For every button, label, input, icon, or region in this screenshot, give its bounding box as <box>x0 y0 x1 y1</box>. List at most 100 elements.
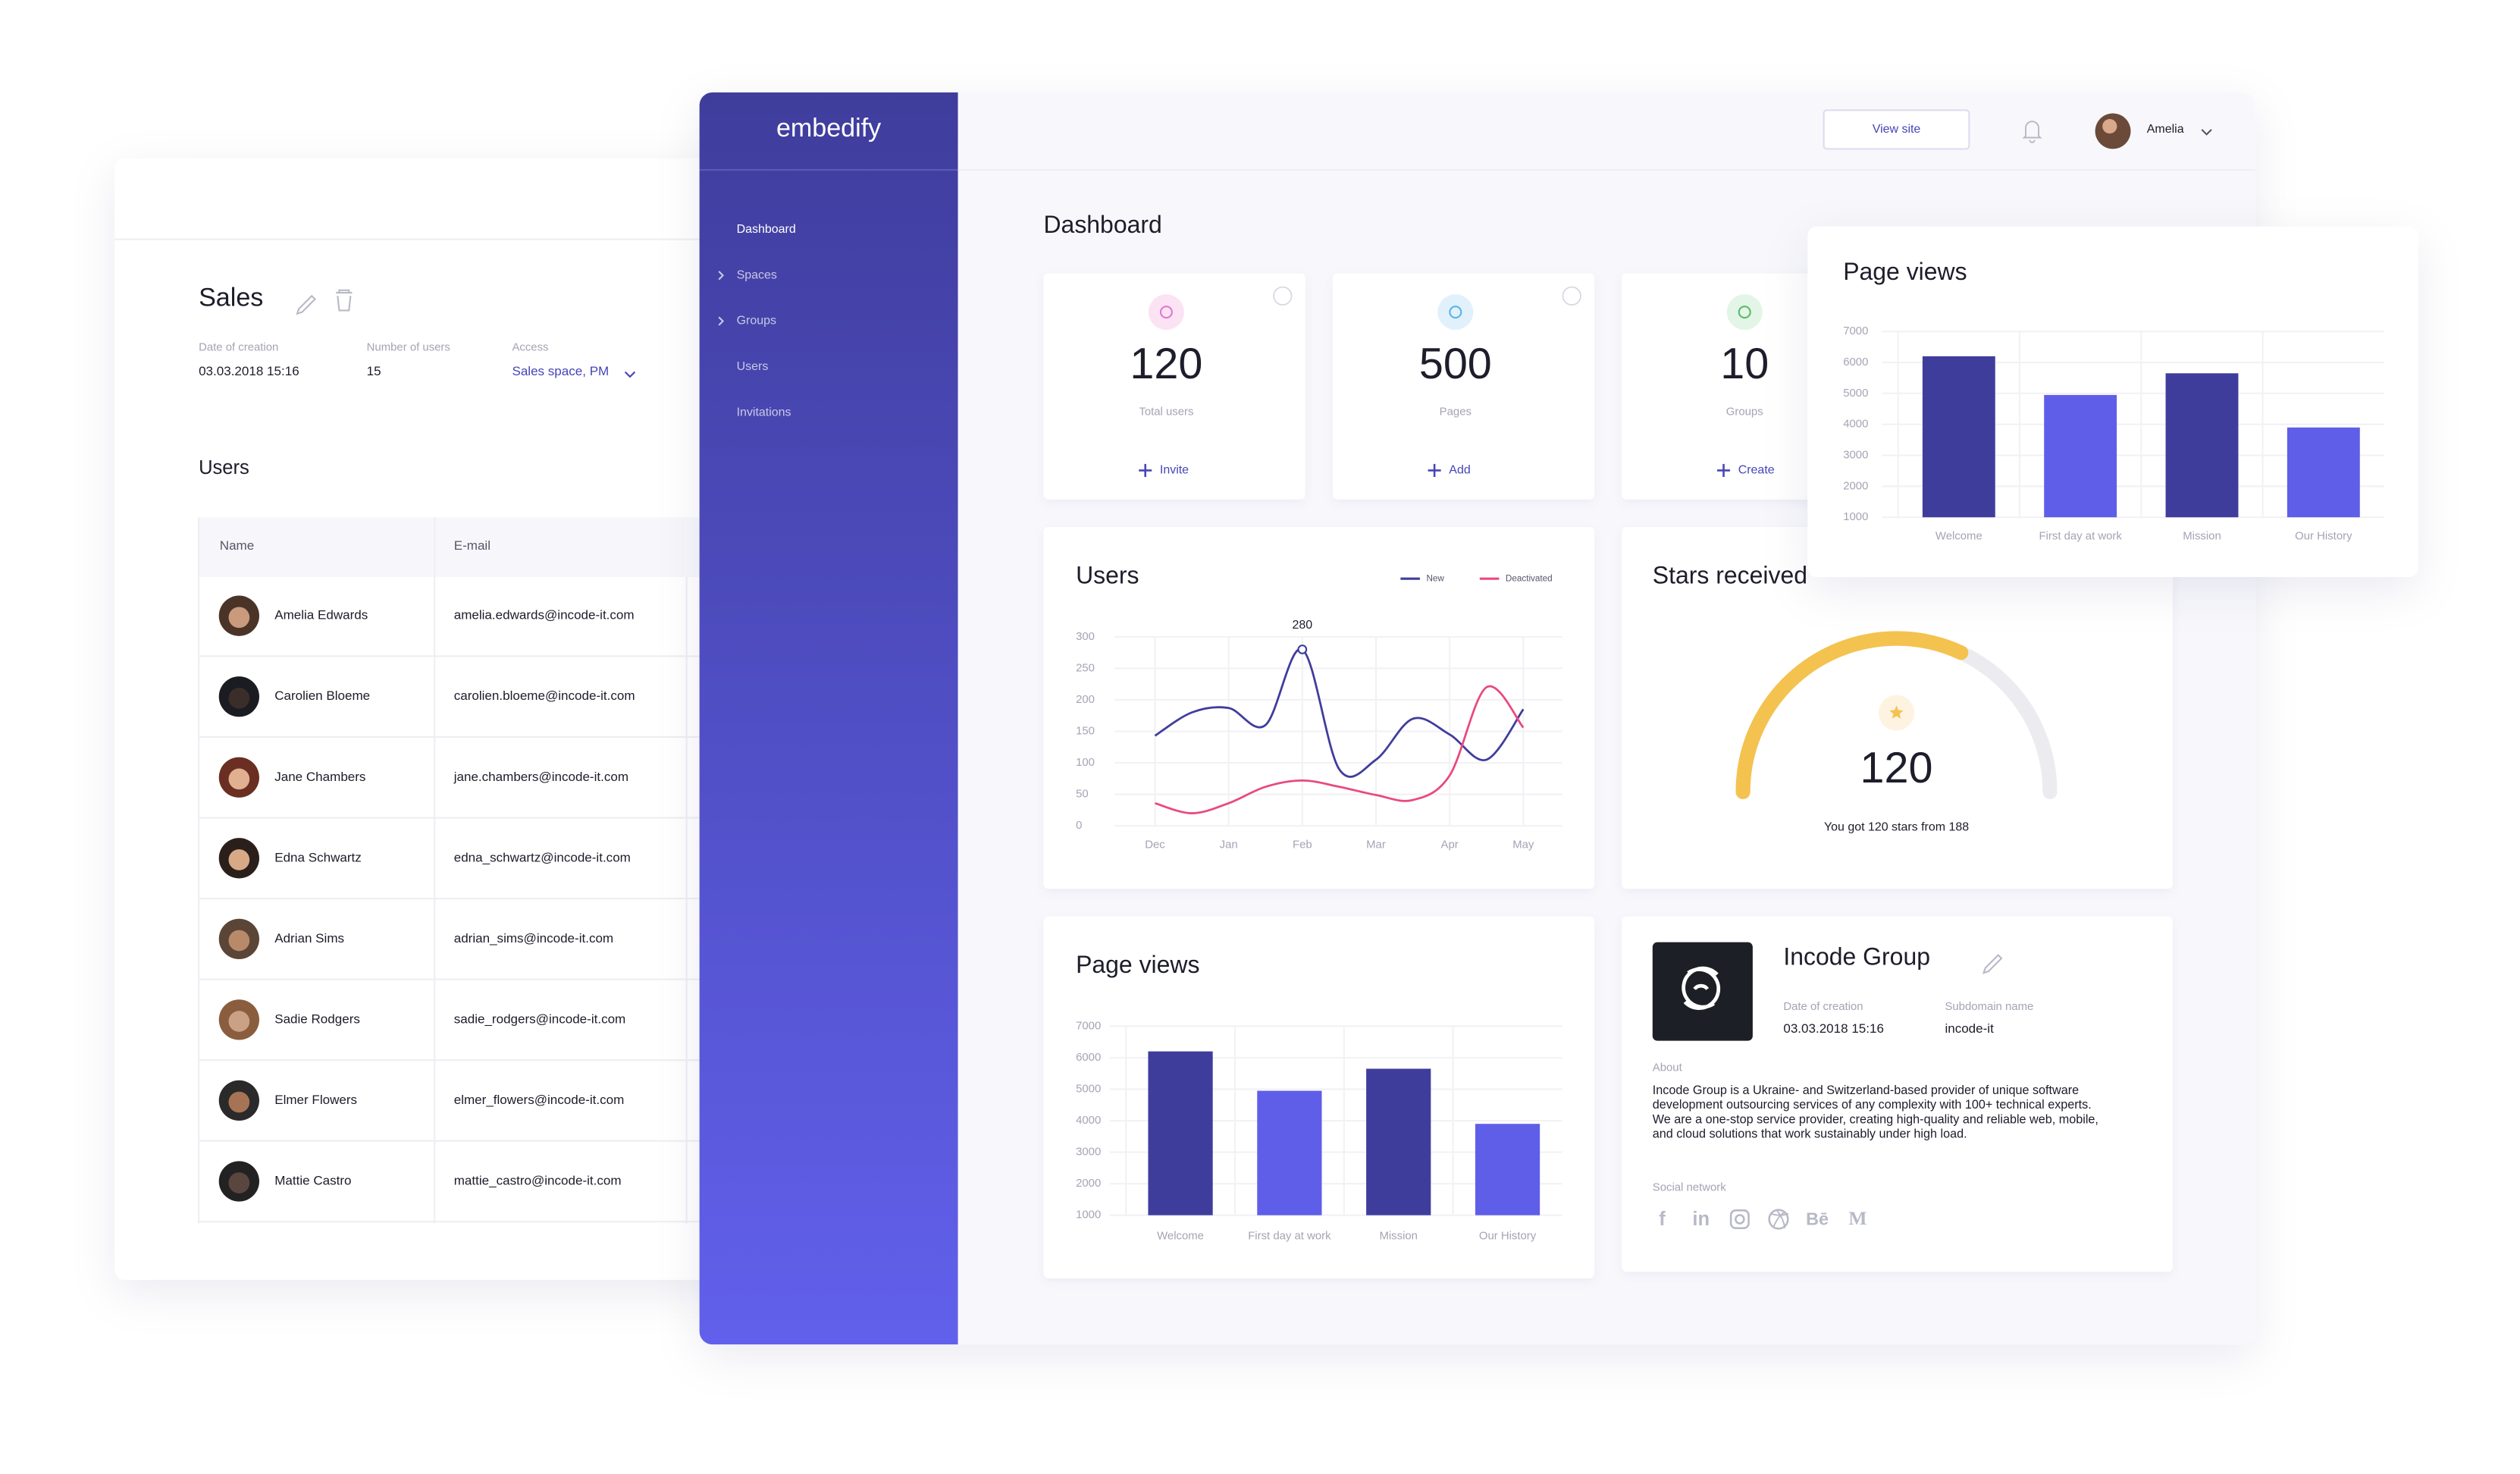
edit-icon[interactable] <box>296 294 317 315</box>
user-email: jane.chambers@incode-it.com <box>453 770 628 784</box>
plus-icon[interactable] <box>1428 463 1441 477</box>
user-email: carolien.bloeme@incode-it.com <box>454 688 635 703</box>
avatar-face <box>228 607 250 629</box>
field-value: 15 <box>367 364 381 378</box>
field-value: incode-it <box>1945 1021 1994 1036</box>
panel <box>114 158 761 1280</box>
avatar-face <box>228 1011 250 1032</box>
field-label: Number of users <box>367 341 450 353</box>
bar <box>1148 1051 1213 1215</box>
stat-action[interactable]: Create <box>1738 464 1775 477</box>
plus-icon[interactable] <box>1717 463 1731 477</box>
logo-mark <box>1682 966 1721 1011</box>
bar <box>2044 394 2117 518</box>
y-tick-label: 2000 <box>1076 1178 1101 1190</box>
avatar-face <box>228 1091 250 1113</box>
series-line <box>1155 685 1525 814</box>
stat-action[interactable]: Add <box>1449 464 1470 477</box>
y-tick-label: 6000 <box>1076 1052 1101 1064</box>
pageviews-popup: Page views 1000 2000 3000 4000 5000 6000 7000 We… <box>1807 226 2418 578</box>
bell-icon[interactable] <box>2022 121 2042 143</box>
y-tick-label: 200 <box>1076 694 1095 706</box>
medium-icon[interactable]: M <box>1848 1207 1866 1229</box>
nav-item[interactable]: Invitations <box>737 406 791 419</box>
edit-icon[interactable] <box>1982 954 2003 974</box>
stat-value: 120 <box>1130 340 1202 388</box>
user-name[interactable]: Elmer Flowers <box>274 1093 357 1107</box>
stat-icon <box>1148 294 1184 331</box>
field-label: Date of creation <box>1783 1001 1863 1013</box>
user-name[interactable]: Amelia Edwards <box>274 608 368 623</box>
nav-item[interactable]: Spaces <box>737 268 777 281</box>
gauge-value <box>1735 631 1969 800</box>
series-line <box>1154 648 1525 778</box>
user-name[interactable]: Amelia <box>2147 123 2184 136</box>
sales-panel: Sales Users Name E-mail Date of creation… <box>114 158 761 1280</box>
stat-action[interactable]: Invite <box>1160 464 1189 477</box>
company-logo <box>1652 942 1753 1041</box>
chart-title: Stars received <box>1653 561 1807 588</box>
y-tick-label: 3000 <box>1076 1146 1101 1159</box>
facebook-icon[interactable]: f <box>1659 1209 1666 1230</box>
y-tick-label: 3000 <box>1843 449 1868 461</box>
linkedin-icon[interactable]: in <box>1692 1209 1710 1230</box>
y-tick-label: 1000 <box>1076 1209 1101 1222</box>
field-value: 03.03.2018 15:16 <box>199 364 299 378</box>
bar <box>2165 373 2239 518</box>
users-title: Users <box>199 457 249 478</box>
y-tick-label: 7000 <box>1076 1020 1101 1032</box>
user-name[interactable]: Sadie Rodgers <box>274 1011 360 1026</box>
user-name[interactable]: Adrian Sims <box>274 931 344 946</box>
table-header <box>199 517 700 578</box>
bar <box>1257 1090 1322 1215</box>
x-tick-label: First day at work <box>2039 531 2122 543</box>
nav-item[interactable]: Users <box>737 360 769 373</box>
user-email: edna_schwartz@incode-it.com <box>454 850 631 864</box>
x-tick-label: Mar <box>1366 839 1386 851</box>
x-tick-label: Mission <box>2183 531 2221 543</box>
stat-label: Pages <box>1440 406 1472 419</box>
x-tick-label: Dec <box>1145 839 1165 851</box>
chevron[interactable] <box>624 371 636 378</box>
field-value[interactable]: Sales space, PM <box>512 364 609 378</box>
nav-item[interactable]: Dashboard <box>737 223 796 236</box>
delete-icon[interactable] <box>336 289 353 312</box>
point-label: 280 <box>1292 619 1312 632</box>
field-value: 03.03.2018 15:16 <box>1783 1021 1884 1036</box>
legend-label: Deactivated <box>1506 573 1553 583</box>
highlight-point <box>1297 644 1308 654</box>
nav-item[interactable]: Groups <box>737 315 776 328</box>
x-tick-label: Our History <box>2295 531 2352 543</box>
field-label: Subdomain name <box>1945 1001 2033 1013</box>
help-icon[interactable] <box>1273 286 1293 306</box>
user-email: adrian_sims@incode-it.com <box>454 931 613 946</box>
gauge-value-label: 120 <box>1860 744 1933 792</box>
user-name[interactable]: Jane Chambers <box>274 770 365 784</box>
user-email: mattie_castro@incode-it.com <box>454 1173 622 1187</box>
nav-chevron[interactable] <box>718 271 725 281</box>
instagram-icon[interactable] <box>1729 1209 1750 1230</box>
about-text: development outsourcing services of any … <box>1653 1098 2092 1112</box>
x-tick-label: Jan <box>1220 839 1238 851</box>
plus-icon[interactable] <box>1139 463 1152 477</box>
chart-title: Page views <box>1076 951 1199 978</box>
about-text: Incode Group is a Ukraine- and Switzerla… <box>1653 1084 2079 1097</box>
help-icon[interactable] <box>1562 286 1581 306</box>
users-card <box>1043 527 1595 889</box>
chevron[interactable] <box>2201 129 2212 136</box>
view-site-button[interactable] <box>1823 109 1970 150</box>
user-name[interactable]: Carolien Bloeme <box>274 688 370 703</box>
chart-title: Page views <box>1843 258 1967 285</box>
dribbble-icon[interactable] <box>1768 1209 1789 1230</box>
user-name[interactable]: Edna Schwartz <box>274 850 362 864</box>
y-tick-label: 300 <box>1076 631 1095 643</box>
nav-chevron[interactable] <box>718 316 725 326</box>
about-label: About <box>1653 1062 1683 1074</box>
y-tick-label: 4000 <box>1843 419 1868 431</box>
user-name[interactable]: Mattie Castro <box>274 1173 351 1187</box>
avatar-face <box>228 688 250 709</box>
behance-icon[interactable]: Bē <box>1806 1209 1829 1228</box>
user-email: sadie_rodgers@incode-it.com <box>454 1011 626 1026</box>
company-card <box>1622 916 2173 1272</box>
